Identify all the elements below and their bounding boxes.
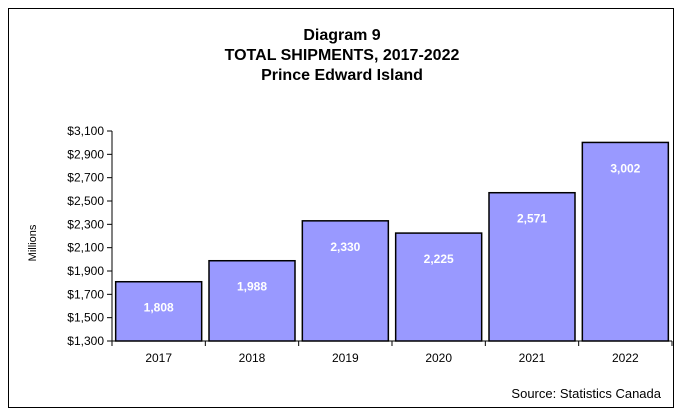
y-tick-label: $2,700 — [67, 171, 104, 185]
bar-2022 — [581, 141, 670, 342]
chart-title-line-3: Prince Edward Island — [261, 67, 423, 84]
chart-title-line-1: Diagram 9 — [303, 27, 380, 44]
y-tick-label: $2,300 — [67, 217, 104, 231]
y-tick-label: $1,500 — [67, 311, 104, 325]
x-tick-label: 2021 — [519, 351, 546, 365]
chart-title-line-2: TOTAL SHIPMENTS, 2017-2022 — [225, 47, 460, 64]
bar-chart: Diagram 9 TOTAL SHIPMENTS, 2017-2022 Pri… — [27, 27, 673, 365]
plot-area: $1,300 $1,500 $1,700 $1,900 $2,100 $2,300 $2,5… — [67, 124, 673, 365]
bar-2021 — [488, 191, 576, 342]
bar-2019 — [301, 220, 390, 342]
x-tick-label: 2019 — [332, 351, 359, 365]
bar-value-label: 1,808 — [144, 301, 174, 315]
bar-2018 — [208, 259, 296, 342]
y-tick-label: $2,900 — [67, 147, 104, 161]
x-tick-label: 2018 — [239, 351, 266, 365]
bar-value-label: 3,002 — [610, 161, 640, 175]
y-tick-label: $1,700 — [67, 287, 104, 301]
bar-value-label: 2,330 — [330, 240, 360, 254]
y-tick-label: $3,100 — [67, 124, 104, 138]
x-tick-label: 2020 — [425, 351, 452, 365]
y-tick-label: $1,300 — [67, 334, 104, 348]
bar-value-label: 2,225 — [424, 252, 454, 266]
y-tick-label: $2,500 — [67, 194, 104, 208]
y-axis-title: Millions — [27, 224, 39, 261]
x-tick-label: 2022 — [612, 351, 639, 365]
bar-value-label: 1,988 — [237, 280, 267, 294]
source-note: Source: Statistics Canada — [511, 386, 661, 401]
y-tick-label: $2,100 — [67, 241, 104, 255]
bar-2020 — [394, 232, 483, 342]
chart-frame: Diagram 9 TOTAL SHIPMENTS, 2017-2022 Pri… — [8, 8, 674, 408]
x-tick-label: 2017 — [145, 351, 172, 365]
bar-2017 — [114, 280, 203, 342]
bar-value-label: 2,571 — [517, 212, 547, 226]
y-tick-label: $1,900 — [67, 264, 104, 278]
